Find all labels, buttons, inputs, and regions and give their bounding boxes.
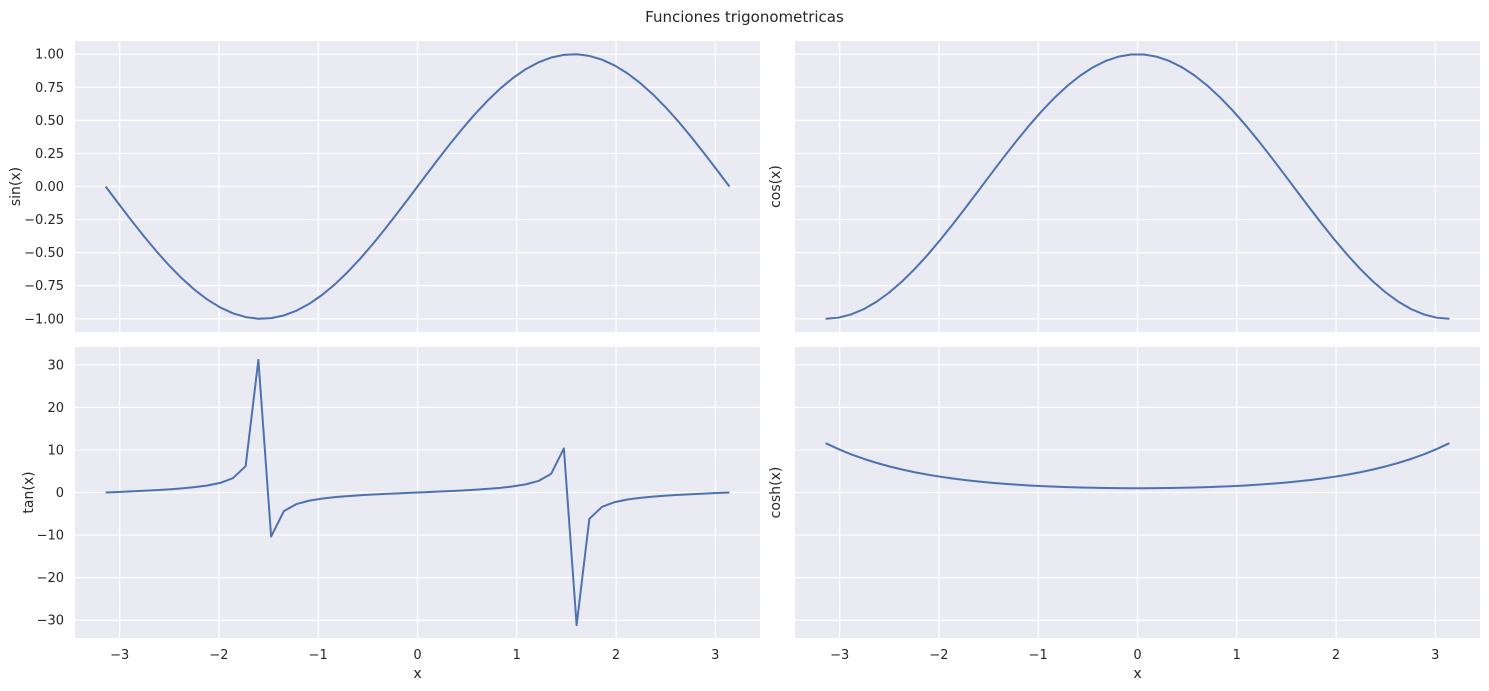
x-tick-label: −2 xyxy=(929,648,948,663)
x-tick-label: 2 xyxy=(1332,648,1340,663)
y-tick-label: −20 xyxy=(37,571,64,586)
y-tick-label: −30 xyxy=(37,614,64,629)
y-tick-label: 10 xyxy=(47,443,64,458)
y-tick-label: 0 xyxy=(56,486,64,501)
panels-container: −1.00 −0.75 −0.50 −0.25 0.00 0.25 0.50 0.75 1.00… xyxy=(8,41,1480,682)
x-tick-label: −1 xyxy=(1029,648,1048,663)
x-tick-label: 0 xyxy=(413,648,421,663)
x-tick-label: −3 xyxy=(830,648,849,663)
x-tick-label: −2 xyxy=(209,648,228,663)
series-line-sin xyxy=(104,53,731,320)
y-tick-label: 0.75 xyxy=(35,81,64,96)
y-tick-label: 30 xyxy=(47,358,64,373)
panel-top-right: cos(x) xyxy=(768,41,1480,332)
panel-top-left: −1.00 −0.75 −0.50 −0.25 0.00 0.25 0.50 0.75 1.00… xyxy=(8,41,760,332)
figure-title: Funciones trigonometricas xyxy=(645,8,844,26)
y-tick-label: 0.00 xyxy=(35,180,64,195)
x-tick-label: 2 xyxy=(612,648,620,663)
x-axis-label: x xyxy=(413,666,421,682)
y-tick-label: −0.75 xyxy=(24,279,64,294)
series-line-tan xyxy=(105,358,730,627)
y-tick-label: 20 xyxy=(47,401,64,416)
y-tick-label: −10 xyxy=(37,529,64,544)
y-axis-label: cosh(x) xyxy=(768,467,784,519)
x-tick-label: 1 xyxy=(513,648,521,663)
x-axis-label: x xyxy=(1133,666,1141,682)
series-line-cosh xyxy=(825,442,1450,490)
x-tick-label: 0 xyxy=(1133,648,1141,663)
y-axis-label: tan(x) xyxy=(21,471,37,513)
y-tick-label: 0.25 xyxy=(35,147,64,162)
series-line-cos xyxy=(825,53,1450,320)
y-tick-label: −1.00 xyxy=(24,312,64,327)
y-axis-label: sin(x) xyxy=(8,167,24,206)
panel-bottom-right: −3 −2 −1 0 1 2 3 x cosh(x) xyxy=(768,347,1480,682)
x-tick-label: 3 xyxy=(1431,648,1439,663)
y-axis-label: cos(x) xyxy=(768,165,784,208)
x-tick-label: 3 xyxy=(711,648,719,663)
x-tick-label: −1 xyxy=(309,648,328,663)
x-tick-label: 1 xyxy=(1233,648,1241,663)
y-tick-label: 1.00 xyxy=(35,48,64,63)
y-tick-label: −0.25 xyxy=(24,213,64,228)
y-tick-label: 0.50 xyxy=(35,114,64,129)
y-tick-label: −0.50 xyxy=(24,246,64,261)
x-tick-label: −3 xyxy=(110,648,129,663)
